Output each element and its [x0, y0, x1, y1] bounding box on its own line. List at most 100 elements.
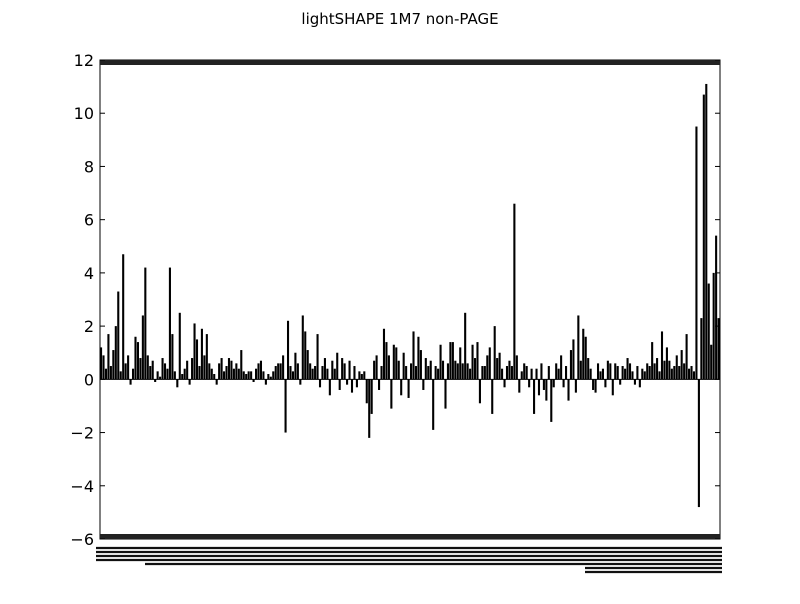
- bar: [604, 379, 607, 388]
- bar: [501, 368, 504, 380]
- bar: [186, 360, 189, 380]
- bar: [533, 379, 536, 414]
- bar: [250, 371, 253, 380]
- bar: [466, 363, 469, 380]
- bar: [252, 379, 255, 382]
- bar: [592, 379, 595, 390]
- bar: [611, 379, 614, 396]
- bar: [380, 366, 383, 380]
- bar: [373, 360, 376, 380]
- bar: [464, 312, 467, 380]
- bar: [309, 363, 312, 380]
- y-tick-label: 2: [84, 317, 94, 336]
- bar: [478, 379, 481, 404]
- bar: [429, 360, 432, 380]
- x-tick-label-band: [96, 546, 722, 574]
- bar: [407, 379, 410, 398]
- bar: [272, 371, 275, 380]
- bar: [382, 328, 386, 380]
- bar: [510, 366, 513, 380]
- bar: [715, 235, 718, 380]
- bar: [215, 379, 218, 385]
- bar: [124, 363, 127, 380]
- bar: [141, 315, 144, 380]
- bar: [515, 355, 518, 380]
- bar: [670, 368, 673, 380]
- bar: [690, 366, 693, 380]
- bar: [397, 360, 400, 380]
- bar: [547, 366, 550, 380]
- bar: [456, 363, 459, 380]
- bar: [596, 363, 600, 380]
- bar: [697, 379, 700, 508]
- bar: [528, 379, 531, 388]
- bar: [427, 366, 430, 380]
- bar: [230, 360, 233, 380]
- bar: [119, 371, 122, 380]
- bar: [621, 366, 624, 380]
- bar: [624, 368, 627, 380]
- bar: [348, 360, 351, 380]
- bar: [505, 366, 509, 380]
- bar: [584, 336, 587, 380]
- bar: [651, 342, 654, 380]
- bar: [316, 334, 319, 380]
- bar: [646, 363, 649, 380]
- bar: [663, 360, 666, 380]
- bar: [242, 371, 245, 380]
- bar: [363, 371, 366, 380]
- bar: [286, 320, 290, 380]
- bar: [572, 339, 575, 380]
- y-tick-label: −4: [70, 477, 94, 496]
- bar: [257, 363, 260, 380]
- bar: [412, 331, 415, 380]
- bar: [122, 254, 125, 380]
- bar: [328, 379, 331, 396]
- bar: [301, 315, 304, 380]
- bar: [255, 368, 258, 380]
- bar: [656, 358, 659, 380]
- bar: [614, 363, 617, 380]
- bar: [232, 368, 235, 380]
- bar: [609, 363, 612, 380]
- bar: [360, 374, 363, 380]
- bar: [387, 355, 390, 380]
- bar: [134, 336, 137, 380]
- bar: [550, 379, 553, 422]
- bar: [441, 360, 445, 380]
- x-tick-band-top: [100, 60, 720, 65]
- bar: [675, 355, 678, 380]
- bar: [601, 368, 604, 380]
- bar: [274, 366, 277, 380]
- bar: [390, 379, 393, 409]
- bar: [488, 347, 491, 380]
- bar: [498, 352, 501, 380]
- bar: [503, 379, 506, 388]
- bar: [424, 358, 427, 380]
- x-tick-band-bottom: [100, 534, 720, 539]
- bar: [692, 371, 696, 380]
- bar: [223, 371, 226, 380]
- bar: [660, 331, 664, 380]
- y-tick-label: −6: [70, 530, 94, 549]
- bar: [483, 366, 486, 380]
- bar: [717, 318, 720, 380]
- bar: [562, 379, 565, 388]
- bar: [136, 342, 139, 380]
- bar: [341, 358, 344, 380]
- bar: [299, 379, 302, 385]
- bar: [107, 334, 110, 380]
- bar: [208, 363, 211, 380]
- bar: [582, 328, 585, 380]
- bar: [469, 368, 472, 380]
- bar: [247, 371, 250, 380]
- bar: [513, 203, 516, 380]
- chart-title: lightSHAPE 1M7 non-PAGE: [301, 10, 498, 28]
- bar: [200, 328, 203, 380]
- bar: [245, 374, 248, 380]
- bar: [626, 358, 629, 380]
- bar: [277, 363, 280, 380]
- bar: [365, 379, 368, 404]
- bar: [193, 323, 196, 380]
